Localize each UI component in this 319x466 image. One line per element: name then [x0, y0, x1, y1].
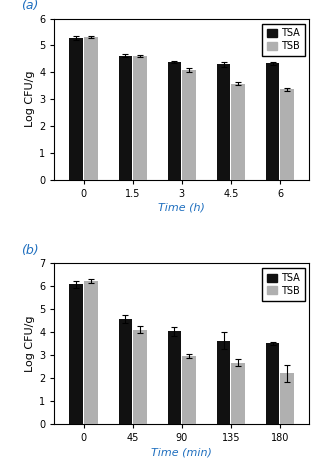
Legend: TSA, TSB: TSA, TSB [263, 268, 305, 301]
Bar [84, 37, 98, 179]
Bar [217, 341, 230, 424]
Bar [182, 356, 196, 424]
Text: (b): (b) [21, 244, 39, 257]
X-axis label: Time (min): Time (min) [152, 447, 212, 457]
Bar [231, 84, 245, 179]
Y-axis label: Log CFU/g: Log CFU/g [25, 71, 35, 127]
Bar [217, 64, 230, 179]
Bar [231, 363, 245, 424]
Bar [266, 343, 279, 424]
Bar [133, 56, 147, 179]
Text: (a): (a) [21, 0, 38, 12]
Bar [70, 38, 83, 179]
Bar [70, 284, 83, 424]
Bar [119, 55, 132, 179]
Y-axis label: Log CFU/g: Log CFU/g [25, 315, 35, 372]
Bar [167, 331, 181, 424]
Bar [119, 319, 132, 424]
Bar [280, 89, 294, 179]
Bar [133, 330, 147, 424]
Bar [167, 62, 181, 179]
Bar [84, 281, 98, 424]
Bar [182, 70, 196, 179]
Bar [266, 63, 279, 179]
Legend: TSA, TSB: TSA, TSB [263, 23, 305, 56]
Bar [280, 373, 294, 424]
X-axis label: Time (h): Time (h) [159, 203, 205, 212]
